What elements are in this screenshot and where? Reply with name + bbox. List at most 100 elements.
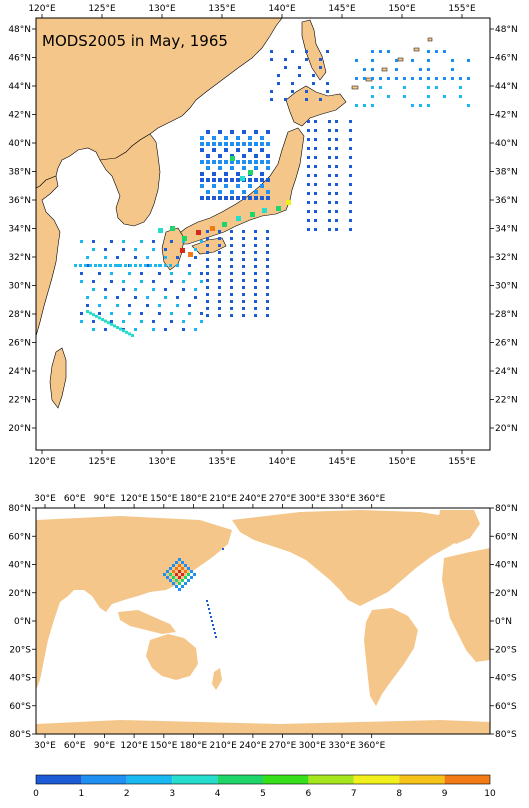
observation-cell xyxy=(134,248,137,251)
observation-cell xyxy=(206,196,210,200)
observation-cell xyxy=(152,280,155,283)
lat-label-left: 80°S xyxy=(9,730,31,740)
observation-cell xyxy=(248,136,252,140)
observation-cell xyxy=(113,324,116,328)
observation-cell xyxy=(387,77,390,80)
observation-cell xyxy=(170,320,173,323)
observation-cell xyxy=(349,165,352,168)
observation-cell xyxy=(319,58,322,61)
global-observation-cell xyxy=(184,564,187,567)
lat-label-left: 32°N xyxy=(8,253,31,263)
observation-cell xyxy=(212,142,216,146)
global-observation-cell xyxy=(190,576,193,579)
lat-label-right: 30°N xyxy=(495,282,518,292)
observation-cell xyxy=(86,304,89,307)
observation-cell xyxy=(104,328,107,331)
observation-cell xyxy=(355,104,358,107)
observation-cell xyxy=(101,318,104,321)
observation-cell xyxy=(266,178,270,182)
observation-cell xyxy=(427,86,430,89)
observation-cell xyxy=(307,183,310,186)
colorbar-segment xyxy=(263,775,309,784)
observation-cell xyxy=(206,300,209,303)
observation-cell xyxy=(314,129,317,132)
lon-label-top: 140°E xyxy=(268,4,296,14)
observation-cell xyxy=(104,288,107,291)
observation-cell xyxy=(270,58,273,61)
observation-cell xyxy=(435,50,438,53)
observation-cell xyxy=(218,237,221,240)
observation-cell xyxy=(200,320,203,323)
lon-label-top: 150°E xyxy=(150,494,178,504)
observation-cell xyxy=(194,296,197,299)
observation-cell xyxy=(314,219,317,222)
observation-cell xyxy=(110,240,113,243)
global-observation-cell xyxy=(178,564,181,567)
lat-label-right: 22°N xyxy=(495,396,518,406)
lon-label-top: 120°E xyxy=(120,494,148,504)
observation-cell xyxy=(86,310,89,313)
observation-cell xyxy=(164,328,167,331)
colorbar-label: 6 xyxy=(306,789,312,799)
observation-cell xyxy=(206,286,209,289)
observation-cell xyxy=(224,172,228,176)
global-observation-cell xyxy=(187,579,190,582)
observation-cell xyxy=(188,304,191,307)
observation-cell xyxy=(254,272,257,275)
observation-cell xyxy=(182,320,185,323)
global-observation-cell xyxy=(175,567,178,570)
observation-cell xyxy=(158,272,161,275)
observation-cell xyxy=(266,258,269,261)
lon-label-bottom: 210°E xyxy=(210,741,238,751)
observation-cell xyxy=(276,206,281,211)
lon-label-bottom: 360°E xyxy=(358,741,386,751)
observation-cell xyxy=(218,230,221,233)
observation-cell xyxy=(307,129,310,132)
global-observation-cell xyxy=(166,576,169,579)
global-observation-cell xyxy=(169,567,172,570)
observation-cell xyxy=(194,288,197,291)
lat-label-left: 28°N xyxy=(8,310,31,320)
observation-cell xyxy=(236,142,240,146)
lon-label-top: 210°E xyxy=(210,494,238,504)
lat-label-left: 20°N xyxy=(8,424,31,434)
colorbar-segment xyxy=(399,775,445,784)
observation-cell xyxy=(110,272,113,275)
observation-cell xyxy=(266,300,269,303)
observation-cell xyxy=(254,251,257,254)
observation-cell xyxy=(307,192,310,195)
global-observation-cell xyxy=(178,582,181,585)
observation-cell xyxy=(218,258,221,261)
observation-cell xyxy=(335,201,338,204)
colorbar-label: 10 xyxy=(484,789,496,799)
observation-cell xyxy=(200,142,204,146)
observation-cell xyxy=(170,312,173,315)
observation-cell xyxy=(92,240,95,243)
global-observation-cell xyxy=(184,576,187,579)
observation-cell xyxy=(467,77,470,80)
observation-cell xyxy=(266,130,270,134)
lat-label-right: 44°N xyxy=(495,82,518,92)
observation-cell xyxy=(254,166,258,170)
observation-cell xyxy=(224,178,228,182)
observation-cell xyxy=(443,95,446,98)
observation-cell xyxy=(379,86,382,89)
colorbar-segment xyxy=(81,775,127,784)
lon-label-bottom: 130°E xyxy=(148,457,176,467)
observation-cell xyxy=(355,59,358,62)
global-observation-cell xyxy=(181,585,184,588)
global-observation-cell xyxy=(214,632,216,634)
observation-cell xyxy=(254,178,258,182)
global-map: 30°E30°E60°E60°E90°E90°E120°E120°E150°E1… xyxy=(8,494,517,751)
observation-cell xyxy=(266,279,269,282)
observation-cell xyxy=(328,228,331,231)
observation-cell xyxy=(182,236,187,241)
observation-cell xyxy=(222,222,227,227)
observation-cell xyxy=(371,86,374,89)
observation-cell xyxy=(328,192,331,195)
lat-label-left: 60°N xyxy=(8,532,31,542)
observation-cell xyxy=(206,272,209,275)
observation-cell xyxy=(224,136,228,140)
observation-cell xyxy=(254,154,258,158)
observation-cell xyxy=(242,230,245,233)
